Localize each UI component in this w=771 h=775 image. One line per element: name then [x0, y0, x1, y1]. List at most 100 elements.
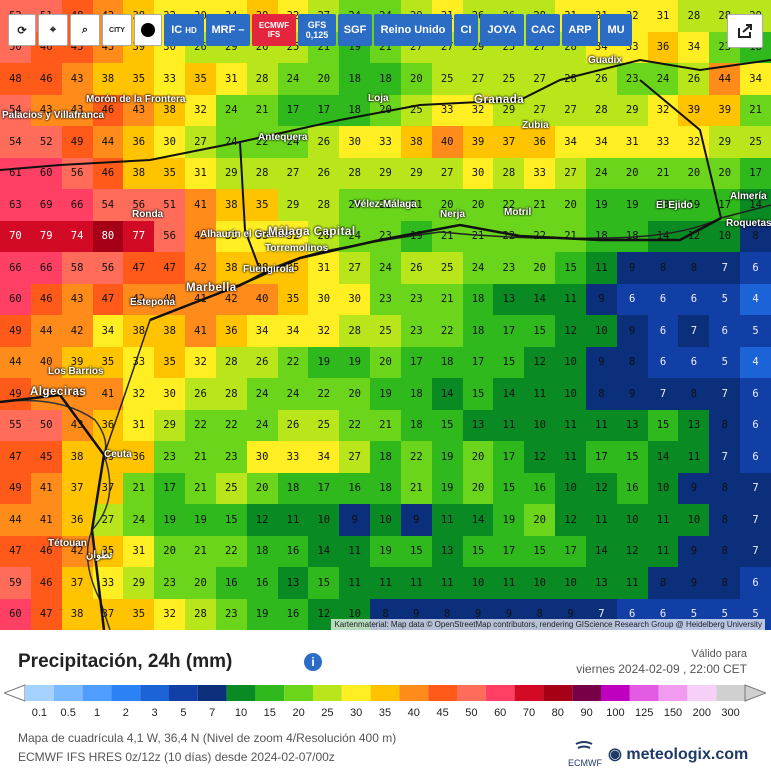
- black-dot-icon: [141, 23, 155, 37]
- export-button[interactable]: [727, 14, 763, 48]
- grid-cell: 19: [308, 346, 340, 378]
- grid-cell: 28: [339, 157, 371, 189]
- model-arp-button[interactable]: ARP: [562, 14, 598, 46]
- grid-cell: 23: [370, 283, 401, 315]
- grid-cell: 9: [585, 283, 617, 315]
- model-cac-button[interactable]: CAC: [526, 14, 560, 46]
- model-joya-button[interactable]: JOYA: [480, 14, 524, 46]
- grid-cell: 11: [493, 409, 525, 441]
- grid-cell: 26: [246, 346, 278, 378]
- grid-cell: 16: [277, 598, 309, 630]
- location-button[interactable]: ⌖: [38, 14, 68, 46]
- grid-cell: 10: [370, 504, 401, 536]
- grid-cell: 22: [185, 409, 216, 441]
- city-label-icon: CITY: [109, 26, 125, 34]
- grid-cell: 16: [524, 472, 556, 504]
- grid-cell: 60: [0, 283, 31, 315]
- grid-cell: 47: [30, 598, 62, 630]
- model-mrf-button[interactable]: MRF –: [206, 14, 250, 46]
- scale-swatch: [341, 685, 371, 701]
- grid-cell: 11: [493, 567, 525, 599]
- grid-cell: 38: [400, 126, 432, 158]
- scale-swatch: [197, 685, 227, 701]
- grid-cell: 38: [61, 598, 93, 630]
- grid-cell: 25: [400, 94, 432, 126]
- grid-cell: 11: [616, 567, 648, 599]
- refresh-button[interactable]: ⟳: [8, 14, 36, 46]
- grid-cell: 38: [123, 157, 155, 189]
- grid-cell: 9: [616, 378, 648, 410]
- scale-label: 45: [436, 707, 449, 719]
- grid-cell: 9: [678, 567, 710, 599]
- scale-label: 3: [151, 707, 158, 719]
- scale-swatch: [457, 685, 486, 701]
- model-gfs-button[interactable]: GFS 0,125: [298, 14, 336, 46]
- grid-cell: 59: [0, 567, 31, 599]
- grid-cell: 17: [555, 535, 586, 567]
- meteologix-logo[interactable]: ◉ meteologix.com: [608, 746, 749, 763]
- model-mu-button[interactable]: MU: [600, 14, 632, 46]
- grid-cell: 15: [555, 252, 586, 284]
- grid-cell: 7: [740, 472, 771, 504]
- grid-cell: 47: [0, 535, 31, 567]
- grid-cell: 5: [740, 315, 771, 347]
- grid-cell: 41: [185, 315, 216, 347]
- zoom-button[interactable]: ⌕: [70, 14, 100, 46]
- grid-cell: 28: [585, 94, 617, 126]
- precipitation-map[interactable]: 5251484338323034393227242429312626283131…: [0, 0, 771, 630]
- grid-cell: 13: [678, 409, 710, 441]
- scale-swatch: [514, 685, 544, 701]
- grid-cell: 32: [154, 598, 186, 630]
- grid-cell: 19: [185, 504, 216, 536]
- grid-cell: 30: [308, 283, 340, 315]
- grid-cell: 15: [462, 535, 494, 567]
- model-icon-hd-button[interactable]: IC HD: [164, 14, 204, 46]
- model-reino-unido-button[interactable]: Reino Unido: [374, 14, 452, 46]
- grid-cell: 21: [740, 94, 771, 126]
- grid-cell: 13: [277, 567, 309, 599]
- legend-title: Precipitación, 24h (mm): [18, 651, 233, 672]
- grid-cell: 40: [431, 126, 463, 158]
- grid-cell: 46: [30, 63, 62, 95]
- grid-cell: 24: [277, 63, 309, 95]
- town-label: Granada: [474, 94, 525, 106]
- grid-cell: 24: [277, 378, 309, 410]
- grid-cell: 16: [616, 472, 648, 504]
- model-ecmwf-button[interactable]: ECMWF IFS: [252, 14, 296, 46]
- grid-cell: 28: [215, 378, 247, 410]
- grid-cell: 44: [709, 63, 741, 95]
- color-scale-labels: 0.1 0.5 1 2 3 5 7 10 15 20 25 30 35 40 45 50 60 70 80 90 100…: [0, 707, 771, 721]
- grid-cell: 15: [308, 567, 340, 599]
- info-icon[interactable]: i: [304, 653, 322, 671]
- grid-cell: 27: [555, 157, 586, 189]
- grid-cell: 66: [0, 252, 31, 284]
- map-attribution[interactable]: Kartenmaterial: Map data © OpenStreetMap…: [331, 619, 765, 630]
- model-ci-button[interactable]: CI: [454, 14, 478, 46]
- grid-cell: 19: [154, 504, 186, 536]
- grid-cell: 21: [185, 535, 216, 567]
- grid-cell: 13: [462, 409, 494, 441]
- grid-cell: 6: [740, 409, 771, 441]
- dot-button[interactable]: [134, 14, 162, 46]
- share-export-icon: [738, 24, 752, 38]
- grid-cell: 15: [616, 441, 648, 473]
- grid-cell: 44: [92, 126, 124, 158]
- grid-cell: 33: [431, 94, 463, 126]
- grid-cell: 45: [30, 441, 62, 473]
- grid-cell: 27: [524, 63, 556, 95]
- grid-cell: 33: [370, 126, 401, 158]
- scale-swatch: [687, 685, 717, 701]
- model-sgf-button[interactable]: SGF: [338, 14, 372, 46]
- grid-cell: 11: [339, 535, 371, 567]
- grid-cell: 8: [709, 504, 741, 536]
- grid-cell: 26: [277, 409, 309, 441]
- town-label: Estepona: [130, 297, 176, 308]
- scale-swatch: [111, 685, 141, 701]
- grid-cell: 4: [740, 346, 771, 378]
- scale-swatch: [25, 685, 54, 701]
- city-button[interactable]: CITY: [102, 14, 132, 46]
- grid-cell: 34: [308, 441, 340, 473]
- grid-cell: 21: [555, 220, 586, 252]
- scale-label: 7: [209, 707, 216, 719]
- ecmwf-logo[interactable]: ECMWF: [566, 740, 602, 770]
